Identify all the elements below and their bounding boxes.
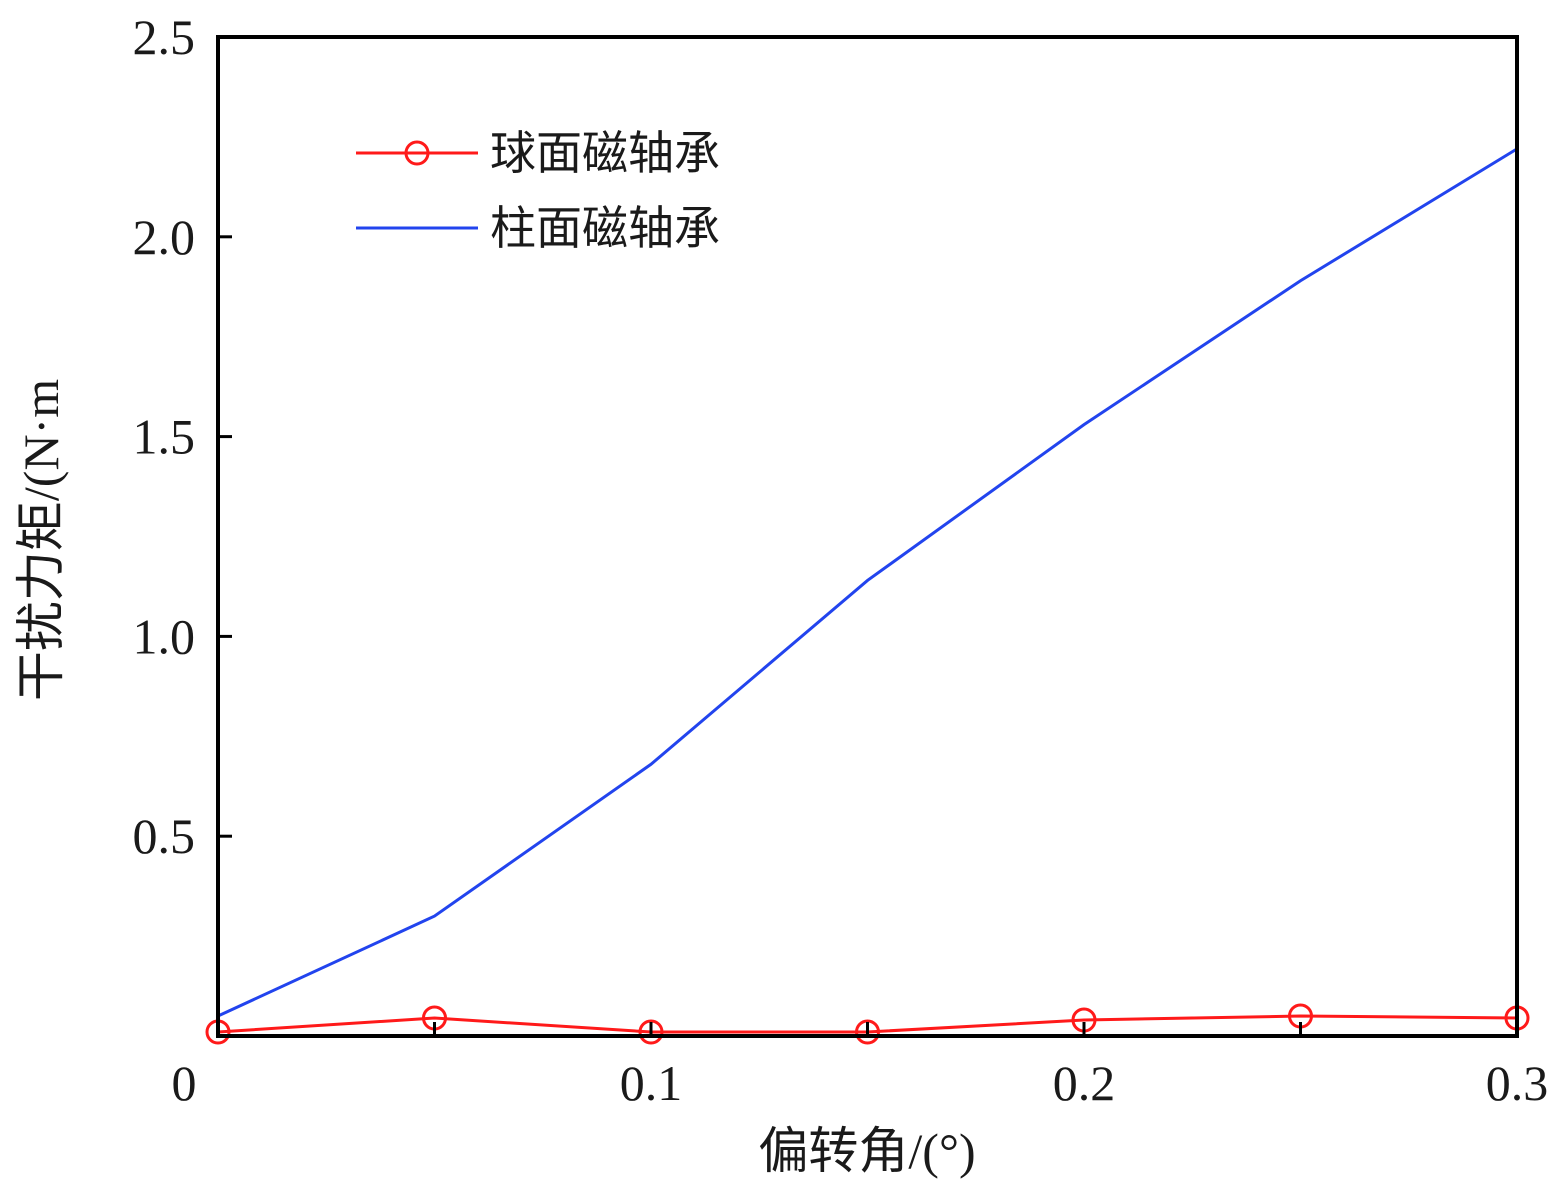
data-point: [855, 1019, 880, 1045]
data-point: [638, 1019, 664, 1045]
legend-label-1: 柱面磁轴承: [490, 203, 720, 254]
y-tick-label: 2.0: [133, 209, 196, 265]
x-tick-label: 0.3: [1486, 1055, 1549, 1111]
x-tick-label: 0: [172, 1055, 197, 1111]
y-axis-title: 干扰力矩/(N·m: [13, 379, 69, 701]
x-tick-label: 0.2: [1053, 1055, 1116, 1111]
y-tick-label: 1.5: [133, 409, 196, 465]
y-tick-label: 0.5: [133, 808, 196, 864]
y-tick-label: 1.0: [133, 608, 196, 664]
chart-marks: [205, 147, 1530, 1045]
plot-area-frame: [216, 35, 1519, 1038]
x-tick-label: 0.1: [620, 1055, 683, 1111]
y-tick-label: 2.5: [133, 9, 196, 65]
legend-label-0: 球面磁轴承: [490, 128, 720, 179]
axis-ticks: 0.5 1.0 1.5 2.0 2.5 0 0.1 0.2 0.3: [133, 9, 1549, 1111]
x-axis-title: 偏转角/(°): [758, 1123, 975, 1179]
series-line-1: [217, 147, 1518, 1018]
legend-marker-0: [404, 140, 430, 166]
